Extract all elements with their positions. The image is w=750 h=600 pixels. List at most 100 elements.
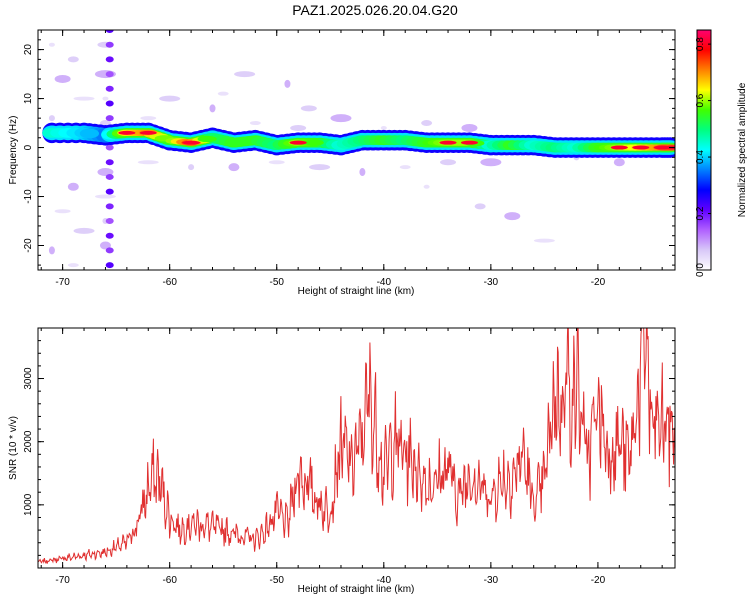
spectrogram-streak xyxy=(105,115,114,122)
spectrogram-frame xyxy=(37,29,676,271)
spectrogram-sidelobe xyxy=(73,227,95,234)
spectrogram-streak xyxy=(105,41,114,48)
spectrogram-streak xyxy=(105,144,114,151)
spectrogram-sidelobe xyxy=(48,115,55,122)
colorbar-tick-label: 0.4 xyxy=(695,150,706,164)
spectrogram-panel: -70 -60 -50 -40 -30 -20 -20 -10 0 10 20 Height of… xyxy=(8,29,676,297)
spectrogram-y-tick-label: 20 xyxy=(23,44,34,56)
spectrogram-ridge-cell xyxy=(304,139,324,146)
spectrogram-streak xyxy=(105,232,114,239)
spectrogram-contours xyxy=(42,30,675,269)
spectrogram-peak xyxy=(460,140,479,145)
spectrogram-sidelobe xyxy=(461,123,478,132)
spectrogram-x-tick-label: -50 xyxy=(270,277,285,288)
spectrogram-streak xyxy=(105,188,114,195)
spectrogram-sidelobe xyxy=(99,241,111,250)
spectrogram-streak xyxy=(105,85,114,92)
spectrogram-peak xyxy=(439,140,457,145)
spectrogram-y-tick-label: 10 xyxy=(23,93,34,105)
spectrogram-x-tick-label: -20 xyxy=(591,277,606,288)
spectrogram-sidelobe xyxy=(423,184,430,189)
spectrogram-streak xyxy=(105,159,114,166)
spectrogram-sidelobe xyxy=(140,116,157,121)
spectrogram-streak xyxy=(105,100,114,107)
snr-y-label: SNR (10 * v/v) xyxy=(8,416,19,480)
spectrogram-peak xyxy=(289,140,307,145)
spectrogram-sidelobe xyxy=(209,104,216,113)
spectrogram-peak xyxy=(139,130,157,135)
spectrogram-sidelobe xyxy=(54,209,71,214)
spectrogram-y-ticks: -20 -10 0 10 20 xyxy=(23,29,675,266)
snr-x-label: Height of straight line (km) xyxy=(298,584,415,595)
spectrogram-y-tick-label: 0 xyxy=(23,144,34,150)
spectrogram-streak xyxy=(105,262,114,269)
colorbar-tick-label: 0.6 xyxy=(695,93,706,107)
spectrogram-sidelobe xyxy=(48,42,55,47)
snr-x-tick-label: -20 xyxy=(591,575,606,586)
snr-frame xyxy=(37,327,676,569)
spectrogram-peak xyxy=(610,145,628,150)
spectrogram-sidelobe xyxy=(480,158,502,167)
spectrogram-sidelobe xyxy=(54,74,71,83)
spectrogram-x-tick-label: -60 xyxy=(162,277,177,288)
spectrogram-sidelobe xyxy=(421,120,433,127)
spectrogram-sidelobe xyxy=(359,168,366,177)
spectrogram-y-tick-label: -20 xyxy=(23,238,34,253)
spectrogram-sidelobe xyxy=(48,246,55,255)
spectrogram-sidelobe xyxy=(73,96,95,101)
spectrogram-ridge-cell xyxy=(79,128,100,139)
spectrogram-y-label: Frequency (Hz) xyxy=(8,116,19,185)
spectrogram-sidelobe xyxy=(284,79,291,88)
colorbar-tick-label: 0.0 xyxy=(695,263,706,277)
spectrogram-y-tick-label: -10 xyxy=(23,189,34,204)
spectrogram-peak xyxy=(182,140,200,145)
snr-x-tick-label: -30 xyxy=(484,575,499,586)
snr-panel: -70 -60 -50 -40 -30 -20 1000 2000 3000 Height o… xyxy=(8,327,676,595)
spectrogram-sidelobe xyxy=(380,125,387,130)
snr-y-ticks: 1000 2000 3000 xyxy=(23,327,675,556)
snr-x-tick-label: -70 xyxy=(55,575,70,586)
spectrogram-x-tick-label: -70 xyxy=(55,277,70,288)
snr-x-ticks: -70 -60 -50 -40 -30 -20 xyxy=(40,328,663,586)
spectrogram-sidelobe xyxy=(300,105,317,112)
snr-y-tick-label: 3000 xyxy=(23,367,34,390)
spectrogram-sidelobe xyxy=(613,158,625,167)
spectrogram-peak xyxy=(118,130,136,135)
colorbar-ticks: 0.0 0.2 0.4 0.6 0.8 xyxy=(695,37,711,277)
spectrogram-sidelobe xyxy=(217,91,229,96)
spectrogram-streak xyxy=(105,203,114,210)
spectrogram-sidelobe xyxy=(309,164,331,171)
snr-x-tick-label: -60 xyxy=(162,575,177,586)
spectrogram-sidelobe xyxy=(188,164,195,171)
spectrogram-sidelobe xyxy=(67,182,79,191)
spectrogram-sidelobe xyxy=(268,160,285,165)
snr-x-tick-label: -50 xyxy=(270,575,285,586)
spectrogram-sidelobe xyxy=(94,194,116,199)
spectrogram-x-tick-label: -30 xyxy=(484,277,499,288)
spectrogram-peak xyxy=(632,145,650,150)
spectrogram-sidelobe xyxy=(67,56,79,63)
spectrogram-streak xyxy=(105,218,114,225)
spectrogram-sidelobe xyxy=(504,212,521,221)
spectrogram-sidelobe xyxy=(330,114,352,123)
spectrogram-sidelobe xyxy=(67,263,79,268)
figure-title: PAZ1.2025.026.20.04.G20 xyxy=(292,2,458,18)
spectrogram-ridge-cell xyxy=(197,135,217,143)
colorbar-tick-label: 0.8 xyxy=(695,37,706,51)
spectrogram-sidelobe xyxy=(249,121,261,126)
spectrogram-streak xyxy=(105,30,114,33)
spectrogram-sidelobe xyxy=(474,203,486,210)
snr-x-tick-label: -40 xyxy=(377,575,392,586)
spectrogram-sidelobe xyxy=(290,124,307,131)
spectrogram-sidelobe xyxy=(159,95,181,102)
spectrogram-sidelobe xyxy=(533,238,555,243)
snr-y-tick-label: 1000 xyxy=(23,493,34,516)
snr-y-tick-label: 2000 xyxy=(23,430,34,453)
spectrogram-sidelobe xyxy=(440,159,457,166)
spectrogram-streak xyxy=(105,247,114,254)
spectrogram-x-ticks: -70 -60 -50 -40 -30 -20 xyxy=(40,30,663,288)
spectrogram-sidelobe xyxy=(102,96,109,101)
spectrogram-streak xyxy=(105,173,114,180)
